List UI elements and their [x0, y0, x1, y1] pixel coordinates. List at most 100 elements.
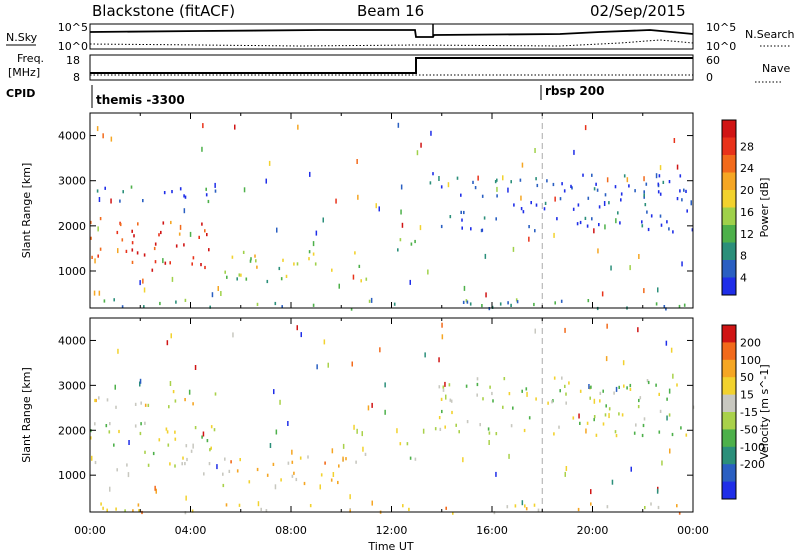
freq-unit-label: [MHz] [8, 66, 40, 79]
data-cell [608, 413, 610, 419]
data-cell [666, 220, 668, 224]
data-cell [559, 197, 562, 201]
data-cell [124, 509, 126, 513]
data-cell [121, 238, 124, 242]
freq-panel-frame [89, 54, 694, 81]
data-cell [106, 398, 109, 402]
data-cell [132, 509, 134, 513]
data-cell [144, 450, 146, 454]
data-cell [487, 427, 490, 431]
data-cell [628, 184, 630, 188]
data-cell [626, 177, 629, 183]
data-cell [602, 389, 604, 393]
nsearch-series [89, 39, 694, 47]
colorbar-tick-label: -100 [740, 441, 765, 454]
data-cell [602, 422, 605, 426]
data-cell [597, 248, 599, 254]
data-cell [351, 361, 353, 367]
colorbar-segment [722, 394, 736, 413]
data-cell [666, 415, 668, 421]
data-cell [589, 386, 591, 390]
data-cell [184, 298, 187, 302]
data-cell [461, 218, 463, 222]
data-cell [370, 297, 373, 303]
data-cell [570, 184, 572, 188]
data-cell [167, 443, 170, 447]
data-cell [202, 431, 205, 437]
data-cell [312, 303, 315, 307]
data-cell [338, 283, 340, 289]
data-cell [561, 376, 563, 380]
data-cell [110, 198, 112, 204]
data-cell [496, 194, 498, 198]
y-tick-label: 4000 [58, 334, 86, 347]
data-cell [620, 198, 622, 202]
colorbar-segment [722, 446, 736, 465]
colorbar-segment [722, 242, 736, 261]
data-cell [211, 292, 214, 298]
data-cell [349, 494, 351, 500]
data-cell [97, 226, 99, 232]
data-cell [397, 248, 399, 252]
data-cell [393, 302, 396, 306]
data-cell [655, 302, 658, 306]
data-cell [658, 392, 660, 396]
data-cell [309, 171, 311, 177]
data-cell [379, 347, 381, 353]
data-cell [608, 201, 610, 205]
data-cell [564, 384, 566, 388]
data-cell [214, 182, 216, 188]
data-cell [255, 259, 257, 263]
data-cell [131, 260, 134, 264]
data-cell [595, 433, 598, 437]
x-tick-label: 00:00 [74, 524, 106, 537]
data-cell [469, 302, 472, 306]
data-cell [131, 248, 134, 252]
data-cell [144, 403, 147, 407]
nsearch-tick-bottom: 10^0 [706, 40, 736, 53]
data-cell [547, 401, 549, 405]
data-cell [214, 392, 217, 396]
data-cell [563, 189, 566, 193]
x-axis-label: Time UT [367, 540, 413, 553]
data-cell [645, 182, 648, 186]
data-cell [565, 401, 567, 405]
data-cell [384, 382, 386, 388]
data-cell [230, 460, 232, 464]
data-cell [683, 188, 685, 192]
data-cell [222, 483, 225, 488]
data-cell [151, 268, 154, 272]
data-cell [676, 164, 679, 170]
data-cell [496, 186, 498, 192]
data-cell [441, 409, 443, 414]
data-cell [668, 180, 671, 184]
data-cell [256, 467, 259, 472]
data-cell [362, 446, 364, 452]
cpid-label: CPID [6, 87, 35, 100]
data-cell [513, 203, 515, 207]
data-cell [316, 364, 318, 370]
data-cell [445, 394, 447, 400]
data-cell [578, 413, 580, 419]
data-cell [175, 300, 177, 304]
data-cell [205, 193, 208, 197]
data-cell [643, 190, 645, 194]
data-cell [561, 182, 563, 186]
y-tick-label: 3000 [58, 175, 86, 188]
data-cell [179, 224, 182, 230]
data-cell [492, 399, 494, 403]
data-cell [256, 302, 259, 306]
data-cell [512, 246, 515, 252]
freq-series [90, 57, 693, 74]
data-cell [183, 194, 185, 198]
data-cell [641, 224, 644, 228]
colorbar-tick-label: 8 [740, 250, 747, 263]
data-cell [231, 255, 234, 259]
y-tick-label: 1000 [58, 265, 86, 278]
data-cell [198, 235, 200, 239]
data-cell [593, 398, 596, 404]
data-cell [172, 390, 175, 394]
data-cell [512, 406, 514, 410]
data-cell [275, 429, 278, 435]
